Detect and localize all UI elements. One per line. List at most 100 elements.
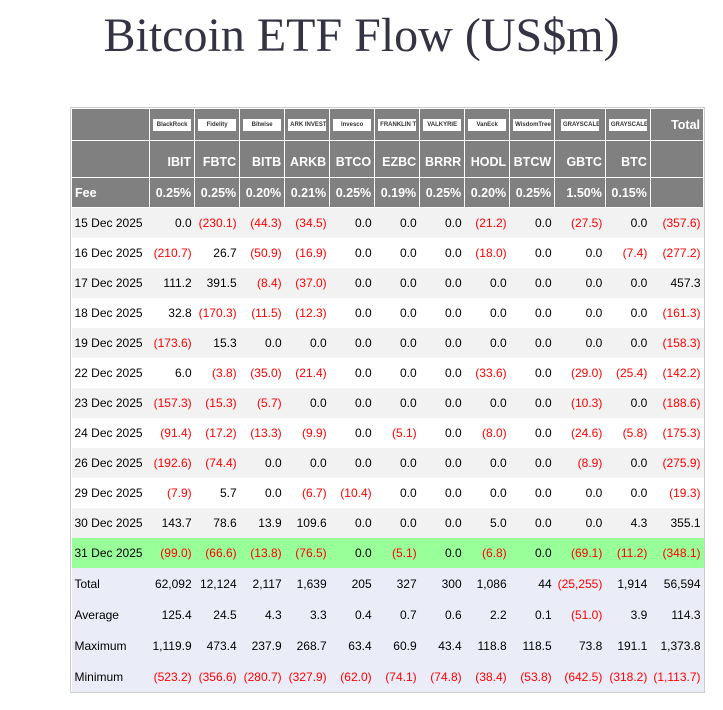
flow-cell: 0.0	[419, 448, 465, 478]
summary-cell: 62,092	[149, 568, 195, 599]
row-total-cell: (175.3)	[662, 426, 701, 440]
flow-cell: (15.3)	[194, 388, 240, 418]
flow-cell: (37.0)	[284, 268, 330, 298]
flow-cell: 0.0	[354, 246, 372, 260]
flow-cell: (66.6)	[194, 538, 240, 568]
flow-cell: (6.8)	[464, 538, 510, 568]
flow-cell: 0.0	[284, 448, 330, 478]
flow-cell: 0.0	[419, 388, 465, 418]
flow-cell: (27.5)	[554, 207, 606, 238]
flow-cell: 0.0	[444, 486, 462, 500]
summary-cell: 3.9	[605, 599, 651, 630]
flow-cell: 391.5	[194, 268, 240, 298]
summary-cell: 125.4	[149, 599, 195, 630]
summary-cell: (38.4)	[464, 661, 510, 692]
flow-row: 17 Dec 2025 111.2 391.5 (8.4) (37.0) 0.0 0.0 0.…	[71, 268, 704, 298]
total-header: Total	[649, 108, 705, 141]
page-title: Bitcoin ETF Flow (US$m)	[103, 9, 620, 62]
flow-cell: 0.0	[329, 268, 375, 298]
flow-cell: 0.0	[419, 207, 465, 238]
flow-cell: (91.4)	[160, 426, 192, 440]
flow-cell: 0.0	[419, 268, 465, 298]
summary-cell: (25,255)	[554, 568, 606, 599]
issuer-logo-cell: Invesco	[329, 108, 376, 141]
header-blank	[649, 177, 705, 208]
flow-cell: 0.0	[509, 268, 555, 298]
header-blank	[71, 140, 150, 178]
flow-cell: 15.3	[194, 328, 240, 358]
flow-cell: (7.9)	[166, 486, 192, 500]
summary-cell: 114.3	[650, 599, 704, 630]
summary-row-minimum: Minimum (523.2) (356.6) (280.7) (327.9) (62.0…	[71, 661, 704, 692]
flow-cell: (11.2)	[605, 538, 651, 568]
flow-cell: 0.0	[329, 508, 375, 538]
flow-cell: 0.0	[419, 328, 465, 358]
summary-cell: 24.5	[194, 599, 240, 630]
summary-cell: 1,373.8	[650, 630, 704, 661]
summary-cell: 118.5	[509, 630, 555, 661]
flow-cell: (8.0)	[481, 426, 507, 440]
ticker-ezbc: EZBC	[374, 140, 421, 178]
flow-cell: 0.0	[399, 246, 417, 260]
flow-cell: (34.5)	[284, 207, 330, 238]
flow-cell: (13.3)	[250, 426, 282, 440]
flow-cell: (24.6)	[571, 426, 603, 440]
ticker-arkb: ARKB	[284, 140, 331, 178]
flow-cell: 0.0	[239, 448, 285, 478]
flow-cell: 0.0	[374, 448, 420, 478]
summary-cell: (1,113.7)	[650, 661, 704, 692]
summary-cell: 0.4	[329, 599, 375, 630]
summary-cell: 2.2	[464, 599, 510, 630]
fee-cell: 0.20%	[464, 177, 511, 208]
summary-cell: (53.8)	[509, 661, 555, 692]
row-total-cell: (161.3)	[662, 306, 701, 320]
issuer-logo-cell: VALKYRIE	[419, 108, 466, 141]
header-blank	[71, 108, 150, 141]
flow-cell: 0.0	[554, 328, 606, 358]
summary-cell: (318.2)	[605, 661, 651, 692]
fee-cell: 0.19%	[374, 177, 421, 208]
row-total-cell: (19.3)	[669, 486, 701, 500]
summary-cell: 1,639	[284, 568, 330, 599]
fee-row: Fee 0.25% 0.25% 0.20% 0.21% 0.25% 0.19% 0.25% 0.…	[71, 177, 705, 208]
flow-cell: 143.7	[149, 508, 195, 538]
summary-cell: 0.1	[509, 599, 555, 630]
flow-row: 16 Dec 2025 (210.7) 26.7 (50.9) (16.9) 0.0 0.0…	[72, 238, 704, 268]
date-cell: 19 Dec 2025	[71, 328, 150, 358]
flow-cell: (29.0)	[571, 366, 603, 380]
flow-cell: 0.0	[509, 207, 555, 238]
flow-cell: (13.8)	[239, 538, 285, 568]
flow-cell: 0.0	[264, 486, 282, 500]
summary-cell: 0.6	[419, 599, 465, 630]
flow-cell: 0.0	[239, 328, 285, 358]
flow-cell: (230.1)	[194, 207, 240, 238]
row-total-cell: 355.1	[650, 508, 704, 538]
summary-cell: (74.8)	[419, 661, 465, 692]
flow-cell: (18.0)	[475, 246, 507, 260]
flow-cell: 0.0	[444, 306, 462, 320]
summary-row-maximum: Maximum 1,119.9 473.4 237.9 268.7 63.4 60.9 43.…	[71, 630, 704, 661]
flow-cell: 0.0	[354, 366, 372, 380]
flow-cell: 0.0	[374, 328, 420, 358]
issuer-logo-10: GRAYSCALE	[608, 119, 647, 132]
issuer-logo-2: Bitwise	[243, 119, 282, 132]
flow-cell: 0.0	[585, 486, 603, 500]
summary-cell: (51.0)	[554, 599, 606, 630]
row-total-cell: (275.9)	[650, 448, 704, 478]
flow-cell: 0.0	[464, 268, 510, 298]
flow-cell: (12.3)	[295, 306, 327, 320]
flow-cell: (3.8)	[211, 366, 237, 380]
flow-cell: 0.0	[329, 328, 375, 358]
date-cell: 16 Dec 2025	[74, 246, 143, 260]
summary-cell: (327.9)	[284, 661, 330, 692]
flow-cell: (8.4)	[239, 268, 285, 298]
summary-cell: 1,914	[605, 568, 651, 599]
date-cell: 29 Dec 2025	[74, 486, 143, 500]
header-blank	[649, 140, 705, 178]
summary-cell: 44	[509, 568, 555, 599]
flow-cell: (5.8)	[622, 426, 648, 440]
flow-cell: 0.0	[534, 426, 552, 440]
flow-cell: 32.8	[168, 306, 192, 320]
flow-cell: (5.7)	[239, 388, 285, 418]
ticker-hodl: HODL	[464, 140, 511, 178]
